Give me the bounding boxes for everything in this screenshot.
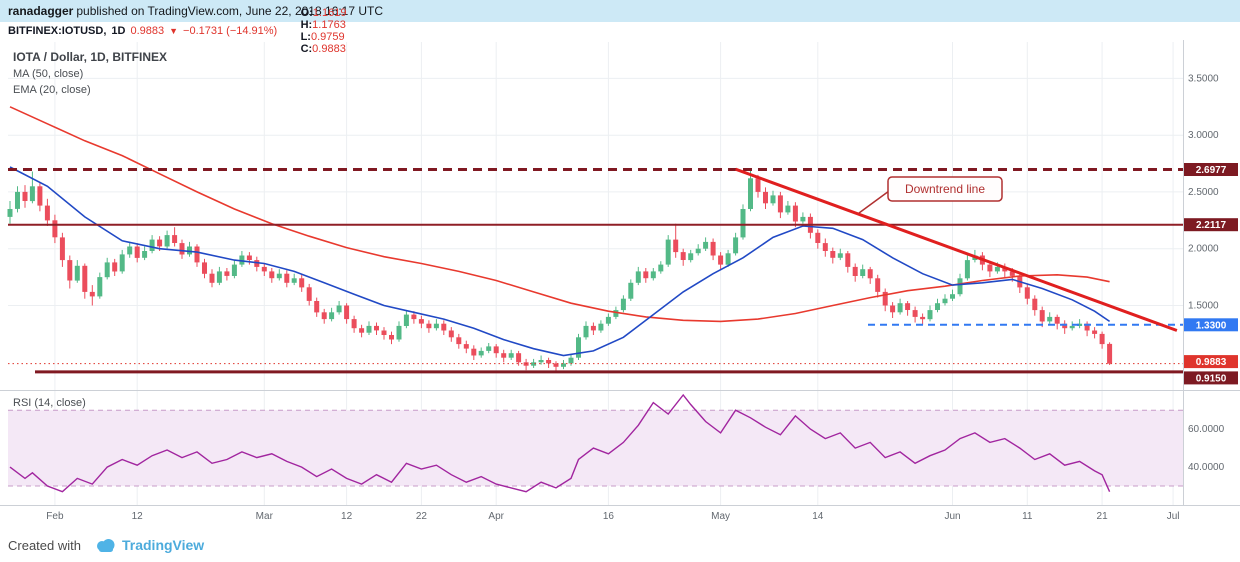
- svg-text:0.9883: 0.9883: [1196, 357, 1227, 368]
- close-label: C:: [300, 43, 313, 55]
- tradingview-link[interactable]: TradingView: [121, 537, 205, 553]
- symbol-ohlc-bar: BITFINEX:IOTUSD, 1D 0.9883 ▼ −0.1731 (−1…: [0, 7, 1240, 55]
- open-label: O:: [300, 7, 313, 19]
- svg-text:3.5000: 3.5000: [1188, 73, 1219, 84]
- author-link[interactable]: ranadagger: [8, 4, 74, 18]
- svg-text:2.2117: 2.2117: [1196, 220, 1226, 231]
- svg-text:0.9150: 0.9150: [1196, 373, 1227, 384]
- pane-borders: [0, 40, 1240, 506]
- svg-text:Jun: Jun: [944, 511, 960, 522]
- price-badges: 2.6977 2.2117 1.3300 0.9883 0.9150: [1184, 163, 1238, 385]
- price-axis: 3.5000 3.0000 2.5000 2.0000 1.5000 60.0000 40.…: [1188, 73, 1225, 473]
- high-value: 1.1763: [312, 19, 346, 31]
- svg-text:May: May: [711, 511, 730, 522]
- svg-text:3.0000: 3.0000: [1188, 130, 1219, 141]
- svg-text:60.0000: 60.0000: [1188, 424, 1225, 435]
- svg-text:Apr: Apr: [488, 511, 504, 522]
- downtrend-callout[interactable]: Downtrend line: [858, 176, 1003, 214]
- low-value: 0.9759: [310, 31, 345, 43]
- downtrend-line[interactable]: [735, 167, 1178, 332]
- svg-text:16: 16: [603, 511, 615, 522]
- footer-bar: Created with TradingView: [0, 528, 1240, 562]
- svg-text:21: 21: [1097, 511, 1109, 522]
- ma50-line: [9, 106, 1110, 323]
- ma-study-label: MA (50, close): [13, 68, 84, 80]
- time-axis: Feb 12 Mar 12 22 Apr 16 May 14 Jun 11 21 Jul: [46, 511, 1179, 522]
- svg-text:1.5000: 1.5000: [1188, 301, 1219, 312]
- ema20-line: [9, 166, 1111, 357]
- symbol-name: BITFINEX:IOTUSD,: [8, 25, 107, 37]
- rsi-line: [9, 393, 1111, 493]
- svg-text:40.0000: 40.0000: [1188, 462, 1225, 473]
- low-label: L:: [300, 31, 311, 43]
- high-label: H:: [300, 19, 313, 31]
- rsi-study-label: RSI (14, close): [13, 397, 86, 409]
- attribution-bar: ranadagger published on TradingView.com,…: [0, 0, 1240, 22]
- downtrend-callout-text: Downtrend line: [905, 182, 985, 196]
- svg-text:Jul: Jul: [1167, 511, 1180, 522]
- svg-text:12: 12: [341, 511, 353, 522]
- svg-text:1.3300: 1.3300: [1196, 320, 1227, 331]
- last-price: 0.9883: [130, 25, 165, 37]
- svg-text:14: 14: [812, 511, 824, 522]
- svg-text:2.5000: 2.5000: [1188, 187, 1219, 198]
- tradingview-cloud-icon: [95, 538, 117, 553]
- open-value: 1.1619: [312, 7, 347, 19]
- close-value: 0.9883: [312, 43, 346, 55]
- svg-text:22: 22: [416, 511, 428, 522]
- svg-text:2.0000: 2.0000: [1188, 244, 1219, 255]
- ema-study-label: EMA (20, close): [13, 84, 91, 96]
- chart-title: IOTA / Dollar, 1D, BITFINEX: [13, 50, 168, 64]
- svg-text:11: 11: [1022, 511, 1033, 522]
- svg-text:Mar: Mar: [256, 511, 274, 522]
- created-with-text: Created with: [8, 537, 81, 553]
- down-arrow-icon: ▼: [169, 26, 179, 36]
- svg-text:2.6977: 2.6977: [1196, 165, 1227, 176]
- svg-text:Feb: Feb: [46, 511, 64, 522]
- interval-label: 1D: [111, 25, 126, 37]
- attribution-text: published on TradingView.com, June 22, 2…: [76, 4, 384, 18]
- svg-text:12: 12: [132, 511, 144, 522]
- price-change: −0.1731 (−14.91%): [183, 25, 278, 37]
